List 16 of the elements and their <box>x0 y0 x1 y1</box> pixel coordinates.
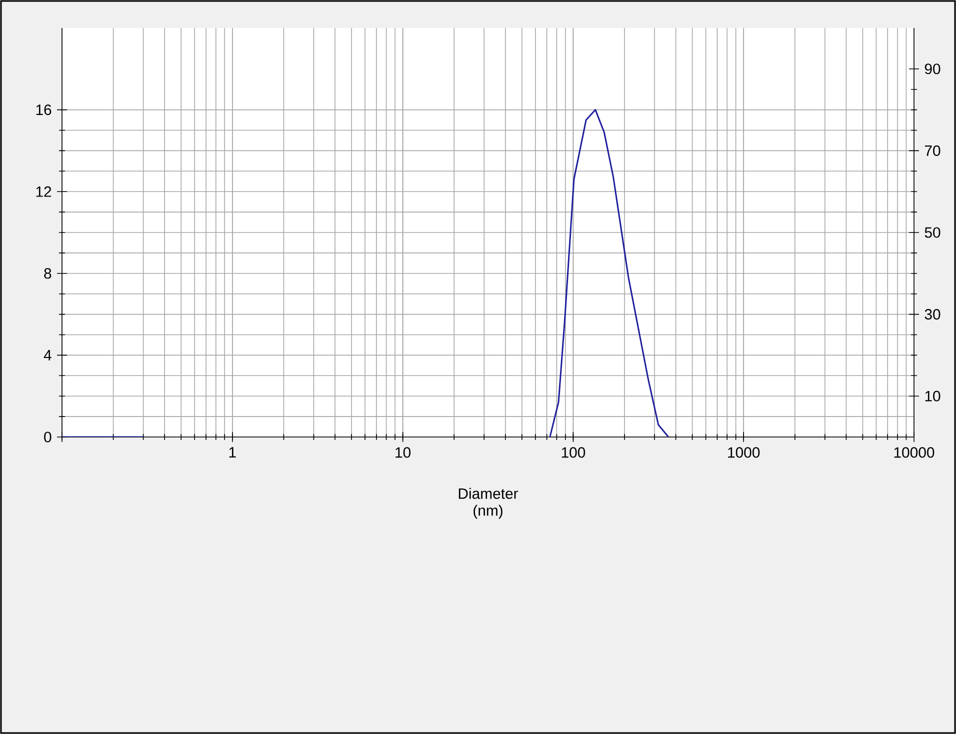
y2-tick-label: 30 <box>924 309 940 320</box>
x-tick-label: 1000 <box>728 447 760 458</box>
y-tick-label: 8 <box>44 268 52 279</box>
x-axis-title: Diameter (nm) <box>458 488 518 519</box>
y2-tick-label: 90 <box>924 64 940 74</box>
x-tick-label: 10 <box>396 447 411 458</box>
y2-tick-label: 10 <box>925 390 940 402</box>
y2-tick-label: 70 <box>924 145 940 156</box>
x-tick-label: 10000 <box>894 447 934 458</box>
x-tick-label: 100 <box>562 447 586 458</box>
x-tick-label: 1 <box>229 447 236 458</box>
y-tick-label: 16 <box>36 104 52 116</box>
y-tick-label: 4 <box>44 350 52 360</box>
y2-tick-label: 50 <box>924 227 940 238</box>
y-tick-label: 12 <box>36 186 52 197</box>
y-tick-label: 0 <box>44 432 52 442</box>
